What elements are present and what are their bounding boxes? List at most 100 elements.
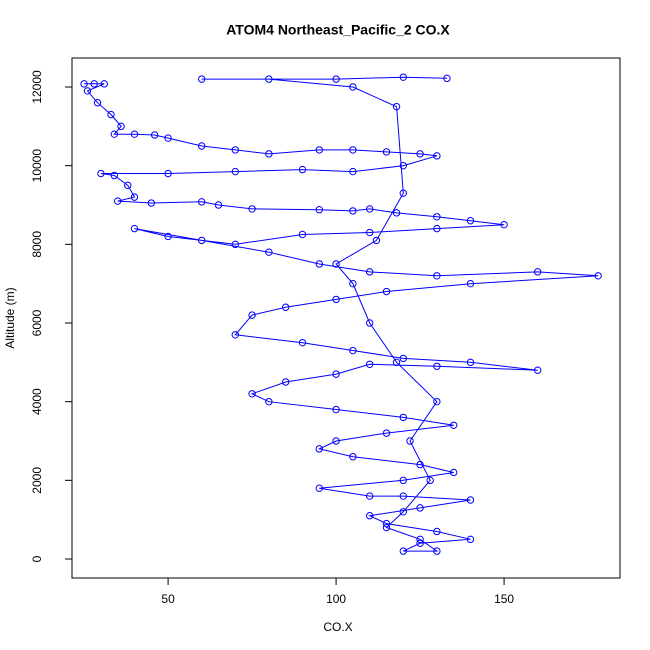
point: [392, 102, 401, 111]
point: [315, 484, 323, 492]
point: [164, 134, 172, 142]
point: [214, 201, 223, 209]
point: [399, 508, 407, 516]
point: [349, 279, 357, 288]
point: [365, 228, 374, 237]
point: [406, 437, 414, 445]
point: [466, 535, 475, 544]
point: [416, 150, 424, 158]
y-tick-label: 2000: [30, 467, 44, 494]
x-tick-label: 150: [494, 592, 514, 606]
point: [130, 193, 139, 201]
point: [107, 110, 115, 119]
point: [392, 358, 401, 367]
point: [231, 167, 239, 176]
point: [332, 405, 340, 414]
point: [164, 232, 172, 241]
point: [449, 421, 458, 429]
x-tick-label: 50: [161, 592, 175, 606]
point: [399, 547, 407, 555]
point: [382, 519, 391, 528]
point: [315, 260, 323, 268]
point: [248, 390, 256, 398]
point: [332, 437, 340, 445]
point: [110, 130, 119, 138]
point: [500, 220, 508, 229]
point: [315, 146, 323, 154]
point: [332, 260, 340, 268]
point: [332, 295, 340, 304]
point: [392, 209, 401, 217]
point: [349, 207, 357, 215]
x-axis-label: CO.X: [323, 620, 352, 634]
point: [80, 80, 88, 88]
point: [110, 171, 119, 180]
point: [416, 460, 424, 469]
point: [265, 75, 273, 83]
plot-frame: [71, 57, 621, 579]
y-tick-label: 8000: [30, 231, 44, 258]
point: [365, 205, 374, 213]
point: [443, 74, 451, 83]
point: [466, 358, 475, 367]
point: [399, 161, 407, 170]
point: [466, 217, 475, 225]
point: [298, 230, 307, 239]
point: [399, 354, 407, 363]
chart-title: ATOM4 Northeast_Pacific_2 CO.X: [226, 22, 450, 38]
point: [117, 122, 125, 131]
y-axis-label: Altitude (m): [3, 287, 17, 348]
series-line: [84, 76, 599, 552]
point: [399, 73, 407, 81]
point: [416, 504, 424, 512]
point: [433, 527, 441, 536]
y-tick-label: 6000: [30, 309, 44, 336]
point: [281, 303, 290, 311]
point: [197, 75, 206, 83]
point: [433, 213, 441, 221]
point: [150, 131, 159, 139]
point: [426, 476, 434, 485]
point: [382, 287, 391, 296]
point: [147, 199, 155, 207]
point: [433, 272, 441, 280]
point: [197, 142, 206, 150]
point: [382, 429, 391, 437]
point: [164, 169, 172, 178]
point: [349, 346, 357, 355]
point: [231, 331, 239, 339]
point: [231, 240, 239, 249]
point: [449, 468, 458, 477]
point: [265, 248, 273, 256]
point: [332, 370, 340, 378]
point: [372, 236, 381, 245]
point: [382, 148, 391, 156]
point: [231, 146, 239, 154]
point: [416, 535, 424, 544]
point: [365, 360, 374, 368]
y-tick-label: 12000: [30, 70, 44, 104]
point: [433, 224, 441, 233]
point: [533, 268, 542, 276]
point: [433, 362, 441, 370]
point: [265, 150, 273, 158]
point: [433, 397, 441, 406]
point: [281, 378, 290, 386]
point: [365, 492, 374, 500]
y-tick-label: 0: [30, 555, 44, 562]
point: [433, 547, 441, 555]
point: [466, 279, 475, 288]
point: [93, 99, 102, 107]
point: [197, 198, 206, 206]
point: [365, 268, 374, 276]
point: [349, 167, 357, 176]
point: [90, 80, 98, 88]
point: [466, 496, 475, 504]
point: [433, 152, 441, 160]
point: [416, 539, 424, 547]
point: [83, 87, 92, 95]
point: [594, 272, 602, 280]
point: [97, 169, 105, 178]
